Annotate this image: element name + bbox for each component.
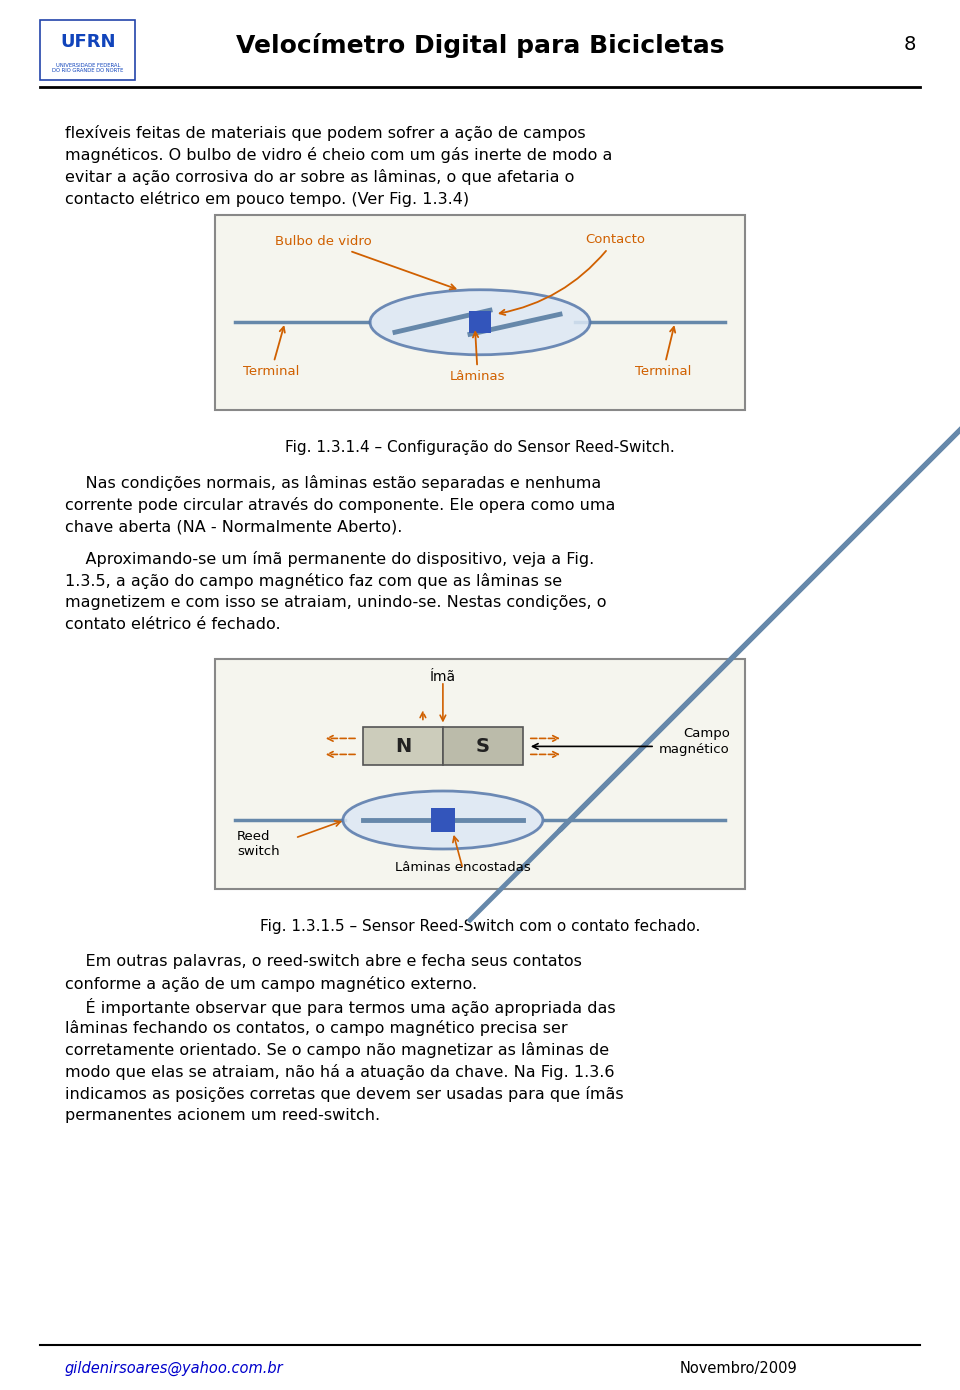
Text: Em outras palavras, o reed-switch abre e fecha seus contatos: Em outras palavras, o reed-switch abre e… bbox=[65, 954, 582, 969]
Text: permanentes acionem um reed-switch.: permanentes acionem um reed-switch. bbox=[65, 1108, 380, 1123]
FancyBboxPatch shape bbox=[215, 215, 745, 410]
Text: Fig. 1.3.1.5 – Sensor Reed-Switch com o contato fechado.: Fig. 1.3.1.5 – Sensor Reed-Switch com o … bbox=[260, 919, 700, 934]
Text: gildenirsoares@yahoo.com.br: gildenirsoares@yahoo.com.br bbox=[65, 1361, 283, 1376]
Text: Terminal: Terminal bbox=[635, 327, 691, 378]
Text: Novembro/2009: Novembro/2009 bbox=[680, 1361, 798, 1376]
Text: Bulbo de vidro: Bulbo de vidro bbox=[275, 235, 455, 289]
Text: modo que elas se atraiam, não há a atuação da chave. Na Fig. 1.3.6: modo que elas se atraiam, não há a atuaç… bbox=[65, 1063, 614, 1080]
Text: lâminas fechando os contatos, o campo magnético precisa ser: lâminas fechando os contatos, o campo ma… bbox=[65, 1020, 567, 1036]
FancyBboxPatch shape bbox=[215, 659, 745, 890]
Text: UFRN: UFRN bbox=[60, 33, 116, 51]
Text: flexíveis feitas de materiais que podem sofrer a ação de campos: flexíveis feitas de materiais que podem … bbox=[65, 125, 586, 140]
Text: É importante observar que para termos uma ação apropriada das: É importante observar que para termos um… bbox=[65, 998, 615, 1016]
Text: corrente pode circular através do componente. Ele opera como uma: corrente pode circular através do compon… bbox=[65, 498, 615, 513]
FancyBboxPatch shape bbox=[469, 311, 491, 334]
Text: Fig. 1.3.1.4 – Configuração do Sensor Reed-Switch.: Fig. 1.3.1.4 – Configuração do Sensor Re… bbox=[285, 441, 675, 455]
FancyBboxPatch shape bbox=[363, 727, 443, 766]
FancyBboxPatch shape bbox=[443, 727, 523, 766]
Ellipse shape bbox=[343, 791, 543, 849]
Text: corretamente orientado. Se o campo não magnetizar as lâminas de: corretamente orientado. Se o campo não m… bbox=[65, 1042, 610, 1058]
FancyBboxPatch shape bbox=[431, 808, 455, 833]
Text: Aproximando-se um ímã permanente do dispositivo, veja a Fig.: Aproximando-se um ímã permanente do disp… bbox=[65, 550, 594, 567]
Text: magnéticos. O bulbo de vidro é cheio com um gás inerte de modo a: magnéticos. O bulbo de vidro é cheio com… bbox=[65, 147, 612, 163]
Text: Terminal: Terminal bbox=[243, 327, 300, 378]
FancyBboxPatch shape bbox=[40, 19, 135, 81]
Text: conforme a ação de um campo magnético externo.: conforme a ação de um campo magnético ex… bbox=[65, 976, 477, 992]
Text: Nas condições normais, as lâminas estão separadas e nenhuma: Nas condições normais, as lâminas estão … bbox=[65, 475, 601, 491]
Text: Lâminas: Lâminas bbox=[450, 332, 506, 384]
Text: Campo
magnético: Campo magnético bbox=[660, 727, 730, 756]
Text: chave aberta (NA - Normalmente Aberto).: chave aberta (NA - Normalmente Aberto). bbox=[65, 518, 402, 534]
Text: Lâminas encostadas: Lâminas encostadas bbox=[395, 860, 531, 874]
Text: Velocímetro Digital para Bicicletas: Velocímetro Digital para Bicicletas bbox=[236, 32, 724, 57]
Text: Reed
switch: Reed switch bbox=[237, 830, 279, 858]
Text: UNIVERSIDADE FEDERAL
DO RIO GRANDE DO NORTE: UNIVERSIDADE FEDERAL DO RIO GRANDE DO NO… bbox=[52, 63, 124, 74]
Ellipse shape bbox=[370, 289, 590, 354]
Text: S: S bbox=[476, 737, 490, 756]
Text: 8: 8 bbox=[903, 36, 916, 54]
Text: Contacto: Contacto bbox=[500, 234, 645, 316]
Text: 1.3.5, a ação do campo magnético faz com que as lâminas se: 1.3.5, a ação do campo magnético faz com… bbox=[65, 573, 563, 589]
Text: indicamos as posições corretas que devem ser usadas para que ímãs: indicamos as posições corretas que devem… bbox=[65, 1086, 624, 1102]
Text: contacto elétrico em pouco tempo. (Ver Fig. 1.3.4): contacto elétrico em pouco tempo. (Ver F… bbox=[65, 190, 469, 207]
Text: contato elétrico é fechado.: contato elétrico é fechado. bbox=[65, 617, 280, 632]
Text: magnetizem e com isso se atraiam, unindo-se. Nestas condições, o: magnetizem e com isso se atraiam, unindo… bbox=[65, 595, 607, 610]
Text: evitar a ação corrosiva do ar sobre as lâminas, o que afetaria o: evitar a ação corrosiva do ar sobre as l… bbox=[65, 170, 574, 185]
Text: N: N bbox=[395, 737, 411, 756]
Text: Ímã: Ímã bbox=[430, 670, 456, 684]
